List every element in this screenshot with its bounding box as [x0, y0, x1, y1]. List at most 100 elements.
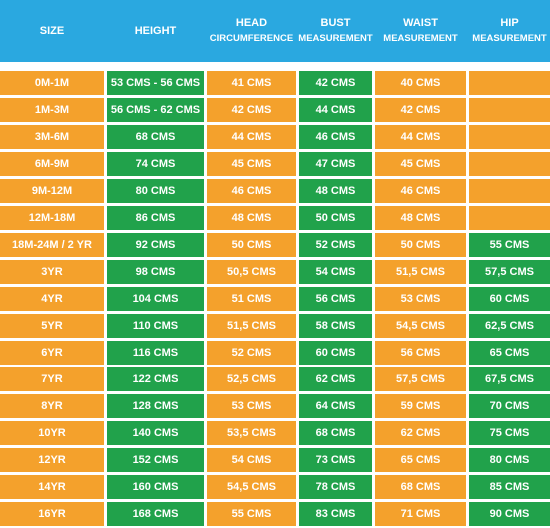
table-cell: 78 CMS — [299, 475, 372, 500]
table-cell: 56 CMS — [375, 340, 466, 365]
table-cell: 152 CMS — [107, 448, 204, 473]
table-cell: 41 CMS — [207, 71, 296, 95]
table-cell: 54,5 CMS — [207, 475, 296, 500]
table-cell: 86 CMS — [107, 205, 204, 230]
table-cell: 55 CMS — [207, 502, 296, 527]
table-cell: 5YR — [0, 313, 104, 338]
table-cell — [469, 124, 550, 149]
table-cell: 18M-24M / 2 YR — [0, 232, 104, 257]
column-header: HEAD CIRCUMFERENCE — [207, 0, 296, 62]
table-cell: 52 CMS — [299, 232, 372, 257]
table-cell: 83 CMS — [299, 502, 372, 527]
header-text: MEASUREMENT — [298, 33, 373, 44]
table-cell: 62,5 CMS — [469, 313, 550, 338]
table-cell: 85 CMS — [469, 475, 550, 500]
table-cell: 51,5 CMS — [207, 313, 296, 338]
table-cell: 62 CMS — [299, 367, 372, 392]
header-text: HEAD — [235, 17, 268, 29]
column-header: HIP MEASUREMENT — [469, 0, 550, 62]
table-cell: 53,5 CMS — [207, 421, 296, 446]
table-cell: 128 CMS — [107, 394, 204, 419]
table-cell: 48 CMS — [375, 205, 466, 230]
table-cell: 122 CMS — [107, 367, 204, 392]
table-cell: 12YR — [0, 448, 104, 473]
table-cell: 54,5 CMS — [375, 313, 466, 338]
header-text: SIZE — [39, 24, 65, 37]
table-cell — [469, 178, 550, 203]
column-header: SIZE — [0, 0, 104, 62]
column-header: WAIST MEASUREMENT — [375, 0, 466, 62]
table-cell: 67,5 CMS — [469, 367, 550, 392]
table-cell: 1M-3M — [0, 97, 104, 122]
table-cell — [469, 205, 550, 230]
table-cell: 56 CMS — [299, 286, 372, 311]
table-cell: 50 CMS — [375, 232, 466, 257]
table-cell — [469, 97, 550, 122]
header-band — [0, 0, 550, 62]
table-cell: 98 CMS — [107, 259, 204, 284]
table-cell: 65 CMS — [375, 448, 466, 473]
table-cell: 48 CMS — [299, 178, 372, 203]
table-cell: 42 CMS — [207, 97, 296, 122]
table-cell: 51,5 CMS — [375, 259, 466, 284]
table-cell: 110 CMS — [107, 313, 204, 338]
table-cell: 104 CMS — [107, 286, 204, 311]
table-cell: 45 CMS — [375, 151, 466, 176]
table-cell: 3M-6M — [0, 124, 104, 149]
table-cell: 60 CMS — [299, 340, 372, 365]
table-cell: 6M-9M — [0, 151, 104, 176]
table-cell: 140 CMS — [107, 421, 204, 446]
table-cell: 52 CMS — [207, 340, 296, 365]
table-cell — [469, 71, 550, 95]
table-cell: 58 CMS — [299, 313, 372, 338]
table-cell: 6YR — [0, 340, 104, 365]
table-cell: 48 CMS — [207, 205, 296, 230]
table-cell: 3YR — [0, 259, 104, 284]
table-cell: 40 CMS — [375, 71, 466, 95]
table-cell: 42 CMS — [299, 71, 372, 95]
table-cell: 53 CMS — [207, 394, 296, 419]
table-cell: 57,5 CMS — [469, 259, 550, 284]
table-cell: 44 CMS — [375, 124, 466, 149]
table-cell: 168 CMS — [107, 502, 204, 527]
table-cell: 53 CMS — [375, 286, 466, 311]
table-cell: 47 CMS — [299, 151, 372, 176]
header-text: BUST — [320, 17, 351, 29]
header-text: HEIGHT — [134, 24, 177, 37]
table-cell: 54 CMS — [207, 448, 296, 473]
table-cell: 46 CMS — [375, 178, 466, 203]
table-cell: 73 CMS — [299, 448, 372, 473]
table-cell: 44 CMS — [299, 97, 372, 122]
table-cell: 90 CMS — [469, 502, 550, 527]
table-cell: 92 CMS — [107, 232, 204, 257]
table-cell: 44 CMS — [207, 124, 296, 149]
table-cell: 56 CMS - 62 CMS — [107, 97, 204, 122]
table-cell: 10YR — [0, 421, 104, 446]
table-cell: 50 CMS — [207, 232, 296, 257]
table-cell: 9M-12M — [0, 178, 104, 203]
table-cell: 59 CMS — [375, 394, 466, 419]
header-text: CIRCUMFERENCE — [209, 33, 294, 44]
table-cell: 7YR — [0, 367, 104, 392]
table-cell: 8YR — [0, 394, 104, 419]
table-cell: 80 CMS — [107, 178, 204, 203]
table-cell: 45 CMS — [207, 151, 296, 176]
table-cell: 60 CMS — [469, 286, 550, 311]
table-cell: 68 CMS — [299, 421, 372, 446]
header-text: HIP — [500, 17, 519, 29]
table-cell: 71 CMS — [375, 502, 466, 527]
column-header: HEIGHT — [107, 0, 204, 62]
table-cell: 46 CMS — [299, 124, 372, 149]
table-cell: 57,5 CMS — [375, 367, 466, 392]
table-cell: 65 CMS — [469, 340, 550, 365]
table-cell — [469, 151, 550, 176]
table-cell: 80 CMS — [469, 448, 550, 473]
table-cell: 54 CMS — [299, 259, 372, 284]
table-cell: 53 CMS - 56 CMS — [107, 71, 204, 95]
table-cell: 16YR — [0, 502, 104, 527]
header-text: MEASUREMENT — [472, 33, 547, 44]
table-cell: 68 CMS — [107, 124, 204, 149]
table-cell: 68 CMS — [375, 475, 466, 500]
table-cell: 64 CMS — [299, 394, 372, 419]
table-cell: 4YR — [0, 286, 104, 311]
